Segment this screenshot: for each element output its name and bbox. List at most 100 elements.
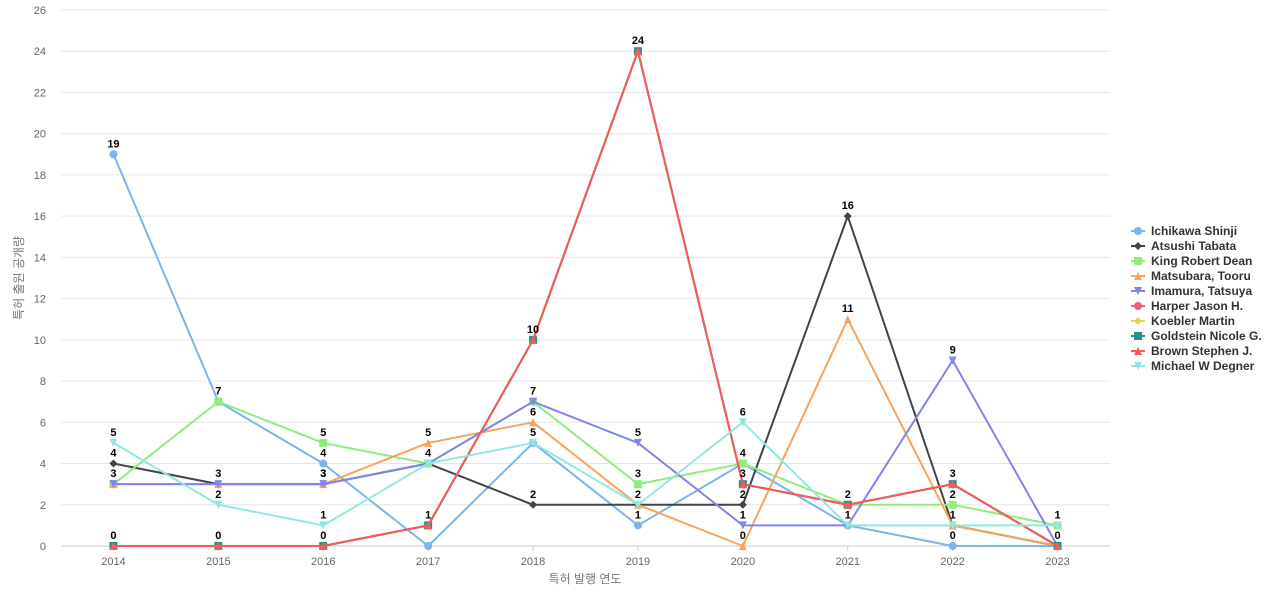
series-point [424,521,433,530]
data-label: 5 [635,427,641,439]
x-tick-label: 2022 [940,556,964,568]
series-point [948,521,957,530]
series-point [109,480,118,489]
y-tick-label: 8 [40,376,46,388]
data-label: 3 [740,468,746,480]
y-tick-label: 26 [34,5,46,17]
y-tick-label: 0 [40,541,46,553]
y-tick-label: 4 [40,459,46,471]
series-point [424,542,433,550]
data-label: 1 [845,509,851,521]
series-point [633,521,642,530]
data-label: 5 [110,427,116,439]
series-matsubara-tooru [109,315,1062,550]
legend-item: Atsushi Tabata [1131,239,1236,253]
legend-marker [1134,272,1142,280]
data-label: 1 [635,509,641,521]
x-tick-label: 2018 [521,556,545,568]
legend-label: Ichikawa Shinji [1151,224,1237,238]
series-point [843,521,852,530]
series-point [633,500,642,509]
data-label: 4 [425,448,432,460]
x-tick-label: 2016 [311,556,335,568]
legend-item: Imamura, Tatsuya [1131,284,1252,298]
data-label: 2 [845,489,851,501]
series-point [424,438,433,447]
data-label: 4 [740,448,747,460]
series-point [738,542,747,550]
data-labels: 1954307320543310541107652245321643210161… [107,35,1060,542]
grid-lines [61,9,1110,547]
series-line [112,400,1058,527]
series-point [529,438,538,447]
legend-marker [1134,257,1142,265]
data-label: 19 [107,138,119,150]
legend-label: Imamura, Tatsuya [1151,284,1252,298]
y-axis-title: 특허 출원 공개량 [12,236,26,320]
legend-label: King Robert Dean [1151,254,1252,268]
data-label: 4 [110,448,117,460]
series-imamura-tatsuya [109,356,1062,550]
data-label: 0 [950,530,956,542]
series-point [214,480,223,489]
legend-item: Brown Stephen J. [1131,344,1252,358]
series-michael-w-degner [109,418,1062,530]
data-label: 6 [530,406,536,418]
data-label: 1 [740,509,746,521]
series-point [109,459,118,468]
series-point [948,500,957,509]
legend-item: King Robert Dean [1131,254,1252,268]
series-point [738,480,747,489]
series-point [424,459,433,468]
series-point [948,480,957,489]
data-label: 0 [740,530,746,542]
legend-marker [1134,347,1142,355]
series-point [843,500,852,509]
legend-item: Koebler Martin [1131,314,1235,328]
series-point [948,542,957,550]
data-label: 1 [1054,509,1060,521]
series-point [214,500,223,509]
series-point [529,335,538,344]
series-line [112,421,1058,527]
series-line [112,153,1058,547]
legend-label: Goldstein Nicole G. [1151,329,1262,343]
series-point [633,480,642,489]
x-axis-title: 특허 발행 연도 [549,571,622,586]
x-tick-label: 2017 [416,556,440,568]
data-label: 2 [635,489,641,501]
x-axis: 2014 2015 2016 2017 2018 2019 2020 2021 2022 2023 [101,546,1070,568]
series-point [529,418,538,427]
series-point [529,397,538,406]
data-label: 3 [320,468,326,480]
y-tick-label: 16 [34,211,46,223]
data-label: 2 [215,489,221,501]
y-tick-label: 18 [34,170,46,182]
data-label: 0 [320,530,326,542]
x-tick-label: 2020 [731,556,755,568]
data-label: 3 [110,468,116,480]
data-label: 10 [527,324,539,336]
x-tick-label: 2021 [836,556,860,568]
data-label: 7 [530,386,536,398]
legend-marker [1134,362,1142,370]
series-point [1053,521,1062,530]
legend-label: Harper Jason H. [1151,299,1243,313]
legend-label: Michael W Degner [1151,359,1255,373]
series-point [109,438,118,447]
data-label: 0 [215,530,221,542]
y-tick-label: 20 [34,129,46,141]
data-label: 16 [842,200,854,212]
y-tick-label: 14 [34,252,46,264]
legend-marker [1134,242,1142,250]
data-label: 2 [740,489,746,501]
series-point [319,521,328,530]
series-point [843,315,852,324]
series-point [843,212,852,221]
series-point [738,500,747,509]
x-tick-label: 2023 [1045,556,1069,568]
series-point [319,438,328,447]
